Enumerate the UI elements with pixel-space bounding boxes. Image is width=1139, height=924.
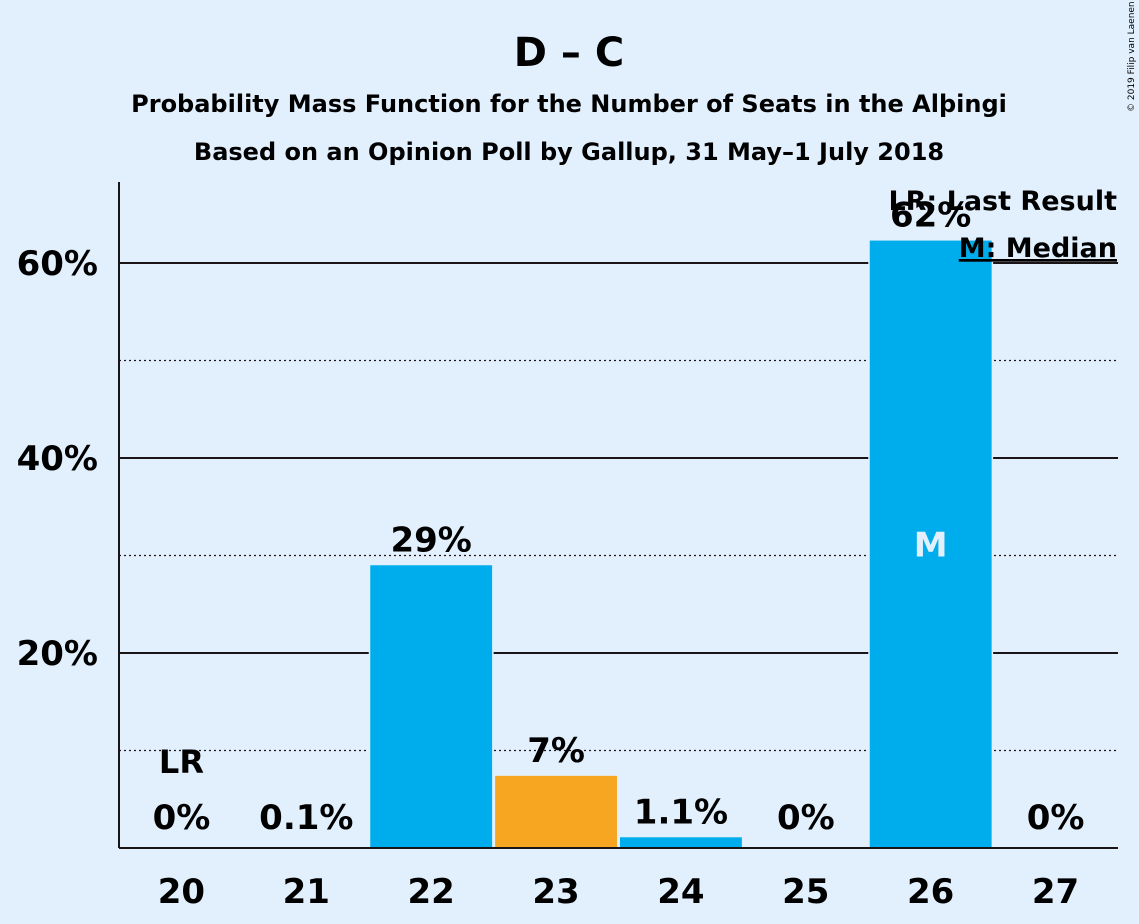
legend-last-result: LR: Last Result (888, 186, 1117, 217)
x-tick-label: 26 (907, 872, 954, 912)
bar (495, 775, 617, 848)
y-tick-label: 60% (17, 244, 98, 284)
x-tick-label: 24 (657, 872, 704, 912)
x-tick-label: 25 (782, 872, 829, 912)
axes (118, 182, 1118, 849)
value-label: 29% (390, 520, 471, 560)
x-tick-label: 21 (283, 872, 330, 912)
value-label: 0% (1027, 798, 1085, 838)
last-result-marker: LR (159, 743, 204, 781)
value-label: 62% (890, 196, 971, 236)
y-tick-label: 40% (17, 439, 98, 479)
labels: 20% 40% 60% 20 21 22 23 24 25 26 27 0% 0.1% 29% 7% 1.1%… (17, 196, 1085, 912)
chart-subtitle-1: Probability Mass Function for the Number… (131, 90, 1007, 118)
value-label: 1.1% (634, 792, 728, 832)
x-tick-label: 23 (532, 872, 579, 912)
legend: LR: Last Result M: Median (888, 186, 1117, 264)
median-marker: M (914, 525, 948, 565)
x-tick-label: 20 (158, 872, 205, 912)
copyright-notice: © 2019 Filip van Laenen (1127, 1, 1137, 112)
legend-median: M: Median (959, 233, 1117, 264)
x-tick-label: 22 (408, 872, 455, 912)
bars (243, 240, 994, 848)
x-tick-label: 27 (1032, 872, 1079, 912)
value-label: 7% (527, 731, 585, 771)
bar (370, 565, 493, 848)
value-label: 0.1% (259, 798, 353, 838)
value-label: 0% (153, 798, 211, 838)
chart-title: D – C (514, 30, 624, 76)
chart-subtitle-2: Based on an Opinion Poll by Gallup, 31 M… (194, 138, 944, 166)
bar (869, 240, 992, 848)
y-tick-label: 20% (17, 634, 98, 674)
bar (620, 837, 742, 848)
value-label: 0% (777, 798, 835, 838)
